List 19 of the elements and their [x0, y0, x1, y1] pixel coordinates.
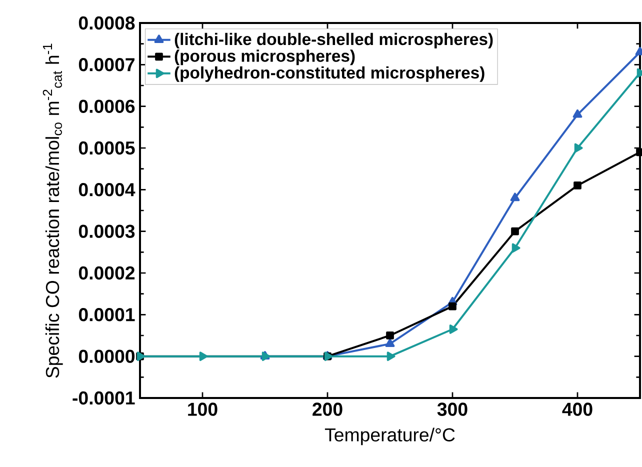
- y-tick-label: 0.0001: [78, 308, 135, 322]
- y-tick-label: 0.0006: [78, 100, 135, 113]
- legend-label: (litchi-like double-shelled microspheres): [174, 32, 493, 48]
- x-tick-label: 100: [188, 402, 218, 416]
- y-tick-label: 0.0003: [78, 224, 135, 238]
- y-tick-label: 0.0008: [78, 16, 135, 30]
- x-tick-label: 200: [312, 402, 342, 416]
- legend-label: (porous microspheres): [174, 50, 355, 66]
- x-tick-label: 400: [562, 402, 592, 416]
- legend-label: (polyhedron-constituted microspheres): [174, 66, 484, 82]
- y-tick-label: 0.0000: [78, 350, 135, 363]
- y-axis-title: Specific CO reaction rate/mol$_{co}$ m$^{-2}$$_{cat}$ h$^{-1}$: [42, 44, 63, 378]
- y-tick-label: 0.0004: [78, 183, 136, 196]
- y-tick-label: 0.0007: [78, 58, 134, 72]
- y-tick-label: 0.0005: [78, 141, 135, 155]
- x-tick-label: 300: [437, 402, 468, 416]
- x-axis-title: Temperature/°C: [324, 428, 455, 446]
- y-tick-label: 0.0002: [78, 266, 135, 280]
- y-tick-label: -0.0001: [72, 391, 135, 405]
